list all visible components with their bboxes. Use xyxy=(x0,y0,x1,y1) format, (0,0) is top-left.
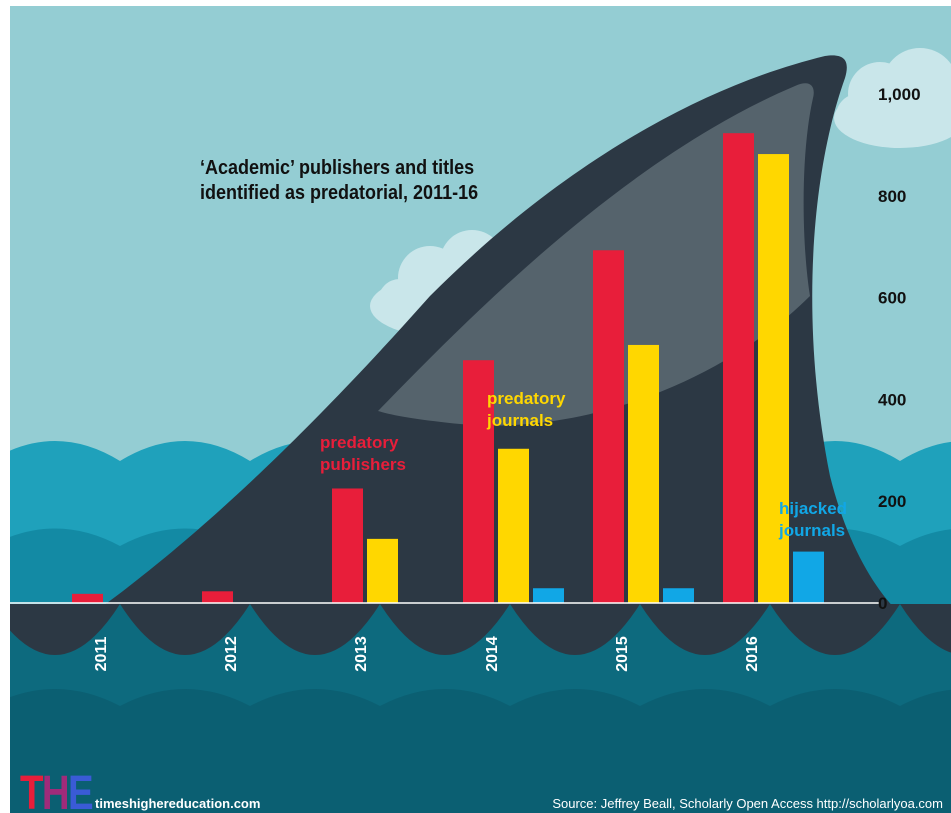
source-note: Source: Jeffrey Beall, Scholarly Open Ac… xyxy=(552,796,943,811)
infographic: 2011 2012 2013 2014 2015 2016 0 200 400 600 800 1,… xyxy=(10,6,951,813)
y-tick-labels: 0 200 400 600 800 1,000 xyxy=(878,85,921,613)
bar-predatory-journals-2014 xyxy=(498,448,529,603)
chart-title-line-2: identified as predatorial, 2011-16 xyxy=(200,182,479,204)
the-logo: THE xyxy=(20,766,94,813)
x-tick-label-2015: 2015 xyxy=(614,636,631,672)
bar-predatory-publishers-2013 xyxy=(332,488,363,603)
cloud-icon xyxy=(834,48,951,148)
y-tick-label-0: 0 xyxy=(878,594,887,613)
website-link[interactable]: timeshighereducation.com xyxy=(95,796,261,811)
bar-predatory-journals-2016 xyxy=(758,154,789,603)
logo-letter: H xyxy=(41,767,70,813)
y-tick-label-600: 600 xyxy=(878,289,906,308)
series-label-hijacked-journals: hijacked xyxy=(779,499,847,518)
waves-front xyxy=(10,604,951,655)
bar-predatory-publishers-2014 xyxy=(463,360,494,603)
x-tick-label-2016: 2016 xyxy=(744,636,761,672)
y-tick-label-1,000: 1,000 xyxy=(878,85,921,104)
waves-deep xyxy=(10,689,951,813)
x-tick-label-2012: 2012 xyxy=(223,636,240,672)
series-label-predatory-publishers: predatory xyxy=(320,433,399,452)
bar-predatory-publishers-2012 xyxy=(202,591,233,603)
bar-hijacked-journals-2016 xyxy=(793,551,824,603)
chart: 2011 2012 2013 2014 2015 2016 0 200 400 600 800 1,… xyxy=(10,6,951,813)
y-tick-label-200: 200 xyxy=(878,492,906,511)
series-labels: predatory publishers predatory journals hija… xyxy=(320,389,847,540)
series-label-predatory-journals: journals xyxy=(486,411,553,430)
logo-text: THE xyxy=(20,766,94,813)
bar-predatory-publishers-2015 xyxy=(593,250,624,603)
bars xyxy=(72,133,824,603)
wave xyxy=(10,604,951,655)
x-tick-labels: 2011 2012 2013 2014 2015 2016 xyxy=(93,636,761,672)
y-tick-label-800: 800 xyxy=(878,187,906,206)
series-label-predatory-publishers: publishers xyxy=(320,455,406,474)
x-tick-label-2011: 2011 xyxy=(93,637,110,672)
bar-hijacked-journals-2014 xyxy=(533,588,564,603)
x-tick-label-2013: 2013 xyxy=(353,636,370,672)
series-label-predatory-journals: predatory xyxy=(487,389,566,408)
series-label-hijacked-journals: journals xyxy=(778,521,845,540)
bar-predatory-publishers-2016 xyxy=(723,133,754,603)
x-tick-label-2014: 2014 xyxy=(484,636,501,672)
bar-predatory-journals-2015 xyxy=(628,344,659,603)
bar-hijacked-journals-2015 xyxy=(663,588,694,603)
logo-letter: E xyxy=(68,767,94,813)
chart-title: ‘Academic’ publishers and titles identif… xyxy=(200,156,488,206)
bar-predatory-journals-2013 xyxy=(367,538,398,603)
logo-letter: T xyxy=(20,767,43,813)
chart-title-line-1: ‘Academic’ publishers and titles xyxy=(200,157,475,179)
bar-predatory-publishers-2011 xyxy=(72,593,103,603)
wave xyxy=(10,689,951,813)
y-tick-label-400: 400 xyxy=(878,390,906,409)
